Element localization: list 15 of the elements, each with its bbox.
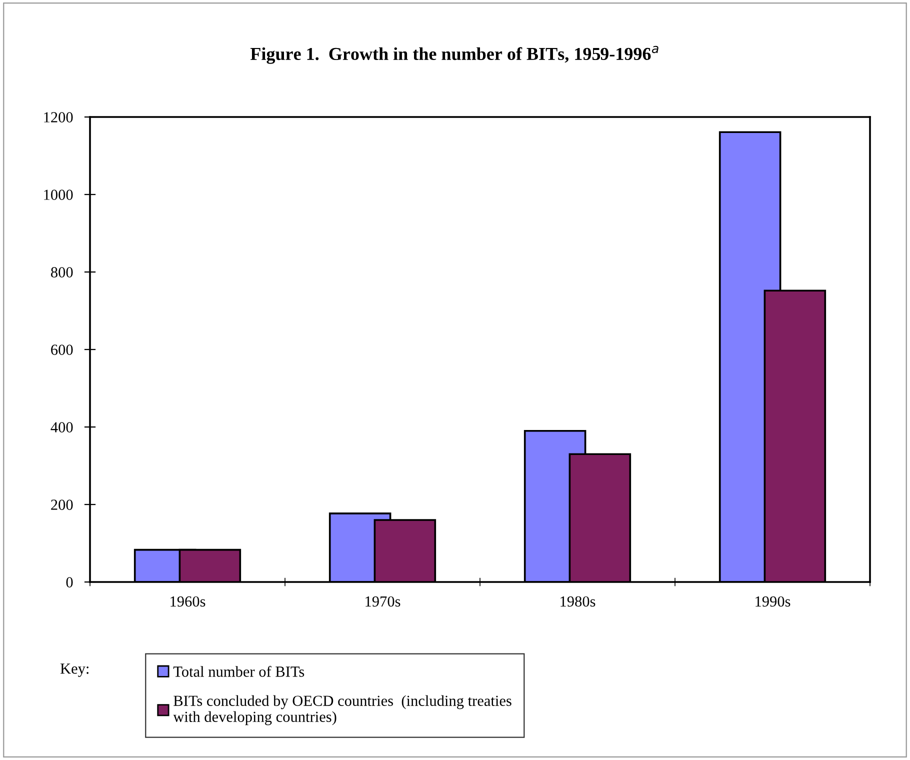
legend-label: BITs concluded by OECD countries (including treaties with developing countries) bbox=[173, 695, 512, 726]
y-tick-label: 1200 bbox=[44, 112, 73, 122]
y-tick-label: 200 bbox=[51, 500, 73, 510]
legend-label: Total number of BITs bbox=[173, 666, 304, 677]
x-tick-label: 1960s bbox=[170, 596, 206, 607]
x-tick-label: 1980s bbox=[560, 596, 596, 607]
legend-title: Key: bbox=[60, 664, 88, 677]
x-tick-label: 1990s bbox=[756, 596, 790, 607]
y-tick-label: 400 bbox=[50, 422, 73, 432]
chart-title: Figure 1. Growth in the number of BITs, 1959-1996$^{a}$ bbox=[250, 46, 658, 64]
x-tick-label: 1970s bbox=[366, 596, 400, 607]
y-tick-label: 600 bbox=[51, 344, 73, 355]
y-tick-label: 800 bbox=[51, 267, 73, 278]
y-tick-label: 0 bbox=[66, 577, 73, 588]
y-tick-label: 1000 bbox=[44, 190, 73, 200]
